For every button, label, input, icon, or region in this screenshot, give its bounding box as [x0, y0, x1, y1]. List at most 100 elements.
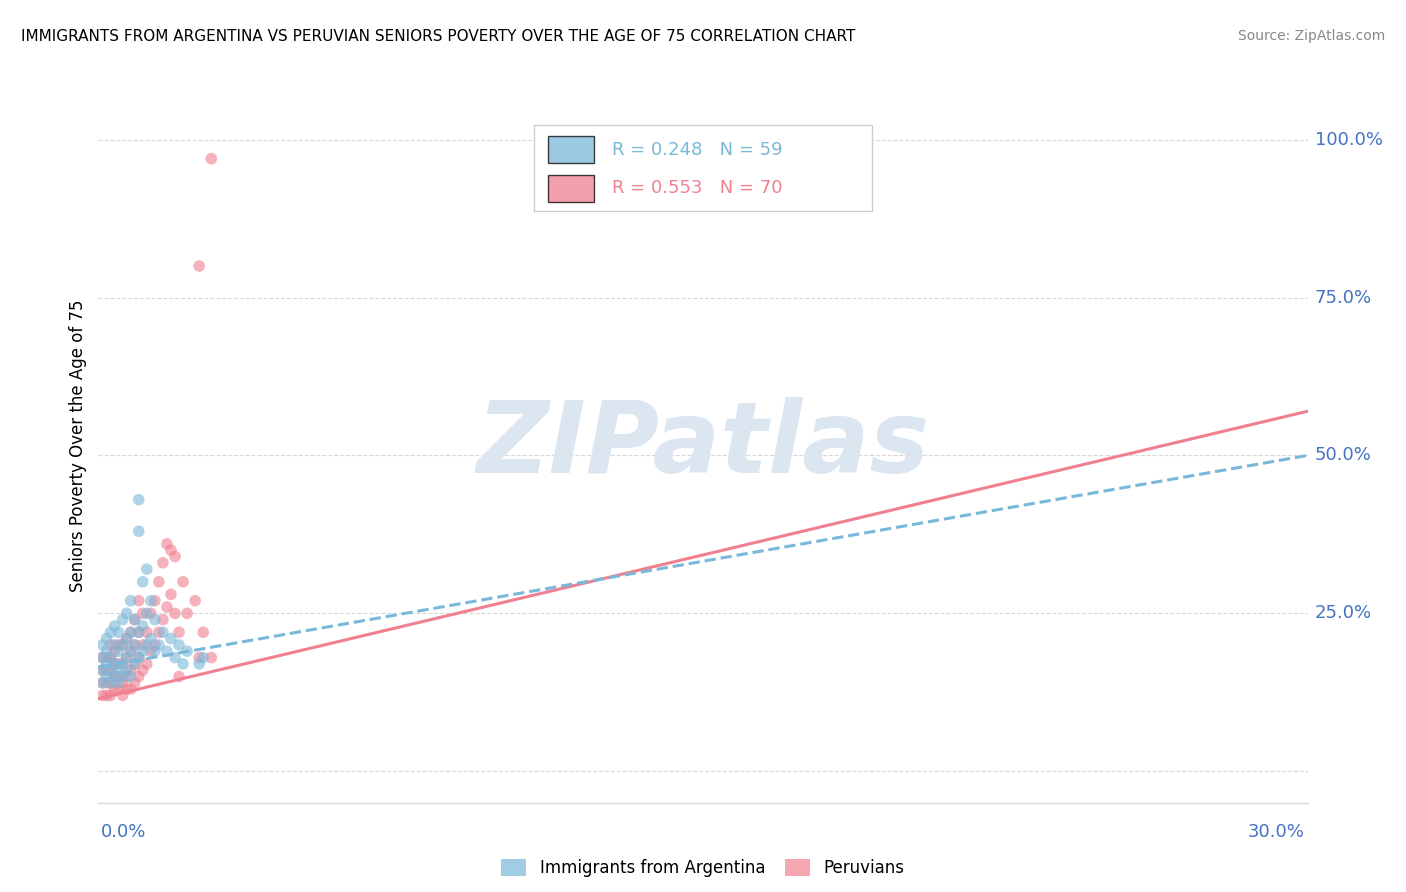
Point — [91, 638, 114, 652]
Point — [107, 682, 129, 697]
Point — [188, 650, 211, 665]
Point — [91, 675, 114, 690]
Text: ZIPatlas: ZIPatlas — [477, 398, 929, 494]
Point — [111, 638, 134, 652]
Point — [111, 675, 134, 690]
Point — [103, 669, 125, 683]
Point — [120, 682, 142, 697]
FancyBboxPatch shape — [534, 125, 872, 211]
Point — [193, 650, 215, 665]
Point — [128, 650, 150, 665]
Text: 25.0%: 25.0% — [1315, 605, 1372, 623]
Text: 75.0%: 75.0% — [1315, 289, 1372, 307]
Point — [167, 625, 190, 640]
Point — [115, 663, 138, 677]
Point — [124, 613, 146, 627]
Point — [148, 625, 170, 640]
Text: R = 0.248   N = 59: R = 0.248 N = 59 — [612, 141, 783, 159]
Point — [132, 644, 155, 658]
Point — [167, 669, 190, 683]
Point — [107, 625, 129, 640]
Point — [128, 650, 150, 665]
Point — [103, 638, 125, 652]
Point — [96, 657, 118, 671]
Point — [115, 607, 138, 621]
Text: IMMIGRANTS FROM ARGENTINA VS PERUVIAN SENIORS POVERTY OVER THE AGE OF 75 CORRELA: IMMIGRANTS FROM ARGENTINA VS PERUVIAN SE… — [21, 29, 855, 44]
Point — [152, 625, 174, 640]
Point — [128, 593, 150, 607]
Point — [163, 650, 186, 665]
Point — [135, 625, 157, 640]
Point — [148, 574, 170, 589]
Point — [107, 663, 129, 677]
Point — [172, 657, 194, 671]
Point — [100, 650, 122, 665]
Point — [120, 625, 142, 640]
Point — [96, 675, 118, 690]
Point — [91, 663, 114, 677]
Point — [156, 537, 179, 551]
Point — [132, 574, 155, 589]
Point — [103, 644, 125, 658]
Point — [132, 607, 155, 621]
Point — [115, 650, 138, 665]
Point — [124, 613, 146, 627]
Point — [188, 657, 211, 671]
Point — [176, 607, 198, 621]
Point — [128, 492, 150, 507]
Point — [91, 650, 114, 665]
Point — [184, 593, 207, 607]
Point — [163, 549, 186, 564]
Point — [96, 663, 118, 677]
Point — [96, 689, 118, 703]
Point — [160, 543, 183, 558]
Point — [128, 669, 150, 683]
FancyBboxPatch shape — [548, 175, 595, 202]
Point — [200, 650, 222, 665]
Point — [103, 619, 125, 633]
Point — [120, 663, 142, 677]
Point — [160, 587, 183, 601]
Point — [148, 638, 170, 652]
Point — [188, 259, 211, 273]
Point — [135, 562, 157, 576]
Text: 100.0%: 100.0% — [1315, 131, 1382, 149]
Point — [156, 600, 179, 615]
Point — [100, 675, 122, 690]
Point — [128, 625, 150, 640]
Point — [91, 650, 114, 665]
Point — [96, 650, 118, 665]
Point — [115, 650, 138, 665]
Point — [132, 663, 155, 677]
Point — [107, 644, 129, 658]
Point — [111, 638, 134, 652]
Point — [115, 669, 138, 683]
Point — [91, 689, 114, 703]
Point — [176, 644, 198, 658]
Point — [115, 632, 138, 646]
Point — [96, 632, 118, 646]
Point — [193, 625, 215, 640]
Point — [120, 644, 142, 658]
Point — [120, 669, 142, 683]
Text: 0.0%: 0.0% — [101, 823, 146, 841]
Point — [100, 675, 122, 690]
Point — [107, 657, 129, 671]
Point — [172, 574, 194, 589]
Point — [139, 644, 162, 658]
Point — [107, 675, 129, 690]
Point — [128, 625, 150, 640]
Point — [100, 625, 122, 640]
Point — [91, 675, 114, 690]
Point — [111, 689, 134, 703]
Point — [100, 663, 122, 677]
Point — [152, 556, 174, 570]
Text: 50.0%: 50.0% — [1315, 447, 1371, 465]
Point — [143, 593, 166, 607]
Point — [139, 607, 162, 621]
Point — [128, 524, 150, 539]
Point — [120, 644, 142, 658]
Point — [103, 657, 125, 671]
Point — [103, 669, 125, 683]
Point — [100, 663, 122, 677]
